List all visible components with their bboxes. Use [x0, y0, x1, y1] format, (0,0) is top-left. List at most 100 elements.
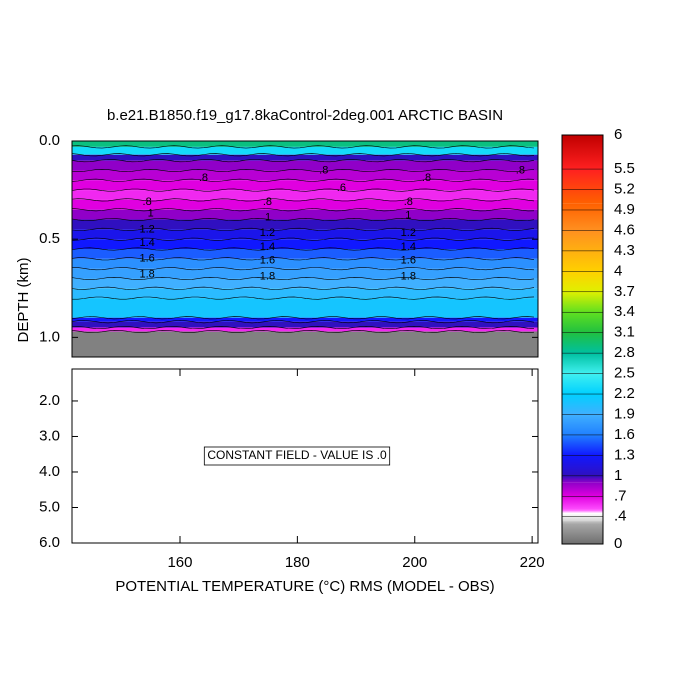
colorbar-label: 2.2 [614, 385, 635, 402]
contour-band [72, 317, 538, 322]
contour-band [72, 278, 538, 289]
contour-line [71, 320, 535, 324]
contour-band [72, 258, 538, 269]
colorbar-band [562, 332, 603, 354]
colorbar-label: 4.3 [614, 242, 635, 259]
colorbar-label: 1.3 [614, 446, 635, 463]
x-tick-label: 220 [520, 554, 545, 571]
contour-line [71, 217, 535, 222]
contour-label: .8 [143, 196, 152, 208]
colorbar-band [562, 353, 603, 374]
colorbar-band [562, 291, 603, 313]
colorbar-band [562, 475, 603, 483]
x-tick-label: 180 [285, 554, 310, 571]
contour-line [71, 316, 535, 320]
contour-line [71, 227, 535, 231]
contour-band [72, 268, 538, 279]
colorbar-band [562, 509, 603, 514]
contour-band [72, 160, 538, 171]
contour-label: 1.2 [139, 223, 154, 235]
contour-line [71, 178, 535, 182]
y-tick-label: 1.0 [39, 328, 60, 345]
colorbar-band [562, 169, 603, 204]
contour-band [72, 321, 538, 328]
contour-band [72, 288, 538, 299]
colorbar-label: 1 [614, 467, 622, 484]
y-axis-label: DEPTH (km) [15, 258, 32, 343]
colorbar-band [562, 373, 603, 395]
contour-band [72, 180, 538, 191]
colorbar-band [562, 312, 603, 333]
contour-line [71, 188, 535, 192]
colorbar-label: 3.7 [614, 283, 635, 300]
contour-line [71, 257, 535, 261]
annotation-box [203, 446, 391, 466]
contour-line [71, 168, 535, 173]
colorbar-band [562, 394, 603, 415]
y-tick-label: 0.5 [39, 230, 60, 247]
contour-line [71, 159, 535, 163]
contour-band [72, 199, 538, 210]
contour-band [72, 154, 538, 161]
contour-band [72, 331, 538, 357]
contour-line [71, 296, 535, 300]
colorbar-label: 1.9 [614, 405, 635, 422]
contour-line [71, 247, 535, 251]
contour-label: 1.4 [260, 241, 275, 253]
colorbar-label: 4.9 [614, 201, 635, 218]
contour-band [72, 141, 538, 147]
contour-line [71, 237, 535, 241]
contour-label: 1 [405, 210, 411, 222]
colorbar-label: .4 [614, 508, 627, 525]
contour-label: 1.6 [401, 255, 416, 267]
colorbar-band [562, 203, 603, 231]
annotation: CONSTANT FIELD - VALUE IS .0 [207, 448, 387, 462]
y-tick-label: 2.0 [39, 392, 60, 409]
colorbar-band [562, 414, 603, 435]
colorbar-label: 4.6 [614, 221, 635, 238]
panel-frame [71, 140, 539, 358]
colorbar-band [562, 520, 603, 524]
contour-line [71, 286, 535, 290]
colorbar-band [562, 496, 603, 510]
contour-line [71, 267, 535, 271]
y-tick-label: 0.0 [39, 132, 60, 149]
x-tick-label: 200 [402, 554, 427, 571]
colorbar-label: 5.5 [614, 160, 635, 177]
contour-label: .8 [319, 164, 328, 176]
contour-line [71, 329, 535, 334]
contour-label: .8 [404, 196, 413, 208]
contour-band [72, 229, 538, 240]
contour-label: 1.8 [401, 270, 416, 282]
y-tick-label: 4.0 [39, 463, 60, 480]
contour-band [72, 327, 538, 332]
contour-label: .8 [516, 164, 525, 176]
contour-band [72, 249, 538, 259]
contour-label: 1 [265, 211, 271, 223]
contour-label: 1.6 [260, 255, 275, 267]
colorbar-band [562, 135, 603, 170]
contour-label: .8 [422, 172, 431, 184]
contour-band [72, 219, 538, 230]
contour-label: 1.4 [401, 241, 416, 253]
contour-band [72, 146, 538, 155]
y-tick-label: 6.0 [39, 534, 60, 551]
colorbar-label: 1.6 [614, 426, 635, 443]
contour-line [71, 208, 535, 212]
colorbar-label: .7 [614, 487, 627, 504]
contour-line [71, 198, 535, 202]
contour-label: 1.2 [260, 227, 275, 239]
panel-frame [71, 368, 539, 544]
contour-label: 1 [148, 208, 154, 220]
colorbar-band [562, 434, 603, 456]
y-tick-label: 5.0 [39, 498, 60, 515]
contour-band [72, 170, 538, 181]
colorbar-label: 4 [614, 262, 622, 279]
contour-label: 1.8 [260, 270, 275, 282]
y-tick-label: 3.0 [39, 427, 60, 444]
colorbar-label: 2.5 [614, 365, 635, 382]
contour-label: 1.6 [139, 253, 154, 265]
colorbar-label: 5.2 [614, 181, 635, 198]
x-tick-label: 160 [167, 554, 192, 571]
